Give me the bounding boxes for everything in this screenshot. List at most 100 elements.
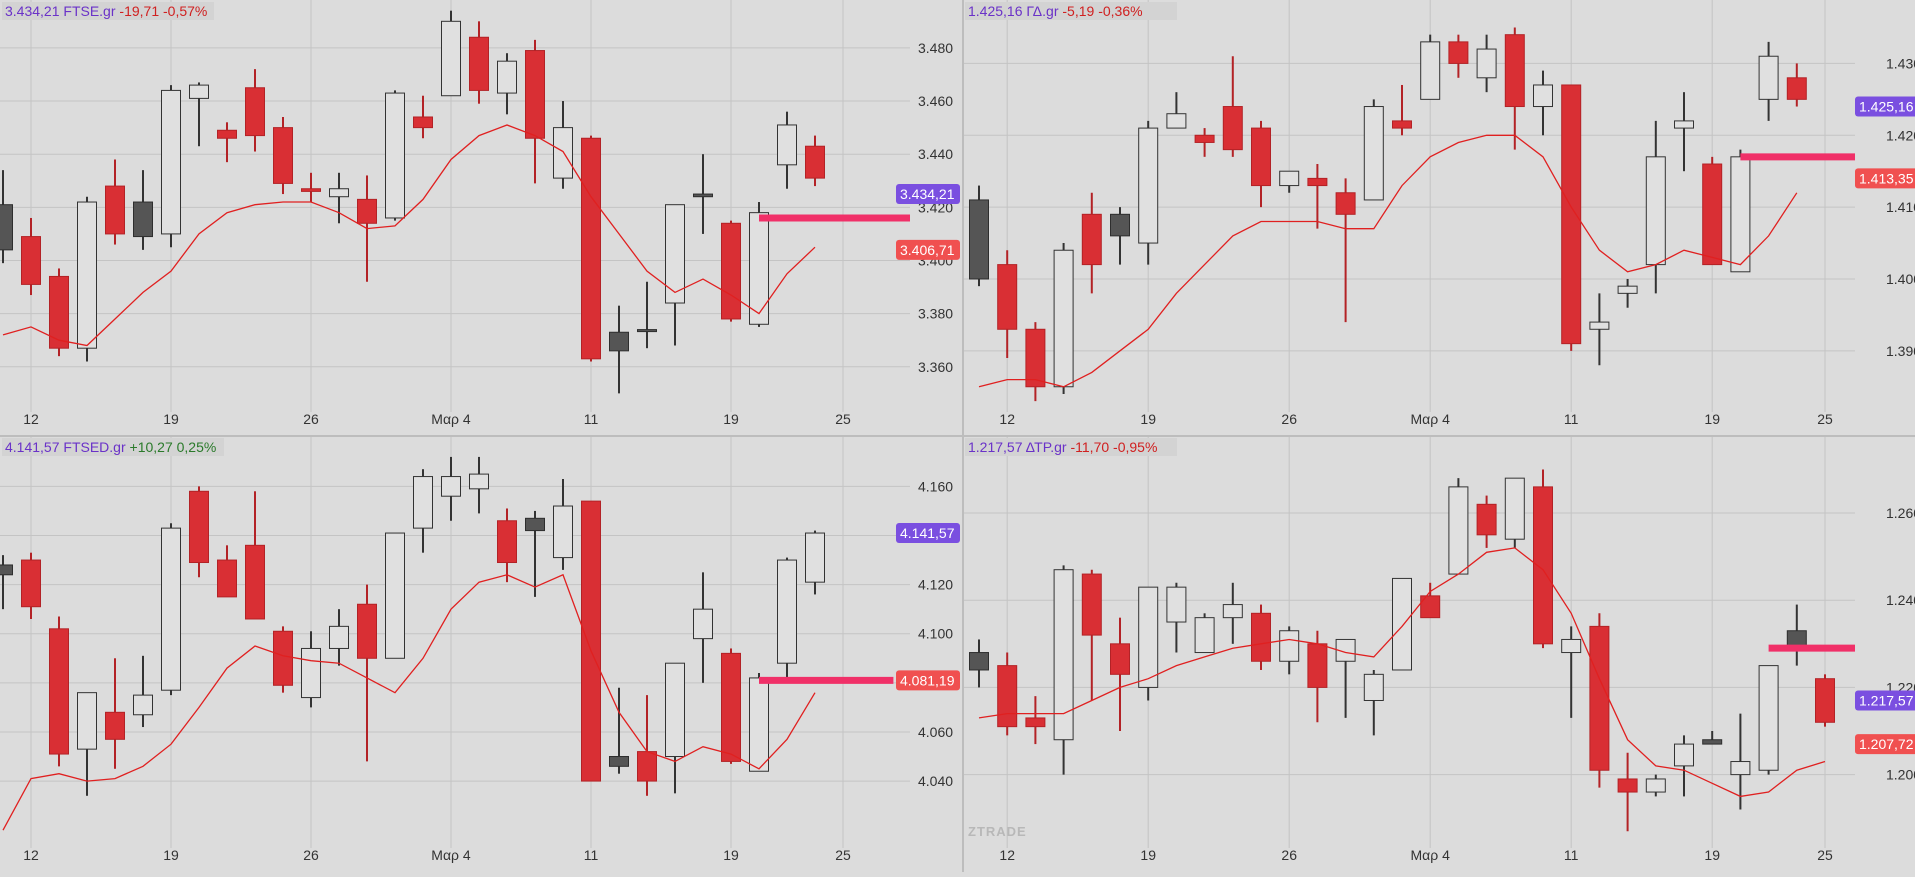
candle — [1590, 613, 1609, 787]
candle-body — [666, 663, 685, 756]
y-tick-label: 1.390 — [1886, 343, 1915, 359]
candle-body — [1280, 171, 1299, 185]
x-tick-label: 25 — [1817, 847, 1833, 863]
x-tick-label: 19 — [1140, 411, 1156, 427]
x-tick-label: 26 — [303, 847, 319, 863]
candle-body — [302, 189, 321, 192]
chart-panel-2: 1.3901.4001.4101.4201.430121926Μαρ 41119… — [963, 0, 1915, 436]
candle-body — [1336, 193, 1355, 215]
candle-body — [1252, 128, 1271, 185]
header-text: 1.425,16 ΓΔ.gr -5,19 -0,36% — [968, 3, 1143, 19]
candle-body — [386, 93, 405, 218]
candle-body — [1393, 578, 1412, 670]
reference-label: 1.413,35 — [1855, 168, 1915, 188]
candle-body — [638, 752, 657, 781]
candle — [1534, 469, 1553, 648]
x-tick-label: 25 — [835, 847, 851, 863]
candle-body — [1111, 644, 1130, 675]
x-tick-label: 11 — [1564, 847, 1579, 863]
candle-body — [106, 712, 125, 739]
chart-panel-3: 4.0404.0604.0804.1004.1204.1404.16012192… — [0, 436, 963, 872]
candle — [1054, 243, 1073, 394]
header-value: 1.425,16 ΓΔ.gr — [968, 3, 1062, 19]
candle-body — [1646, 157, 1665, 265]
candle-body — [1477, 49, 1496, 78]
x-tick-label: 11 — [1564, 411, 1579, 427]
x-tick-label: 19 — [1140, 847, 1156, 863]
candle-body — [638, 330, 657, 332]
y-tick-label: 4.060 — [918, 724, 953, 740]
label-text: 3.434,21 — [900, 186, 955, 202]
y-tick-label: 3.360 — [918, 359, 953, 375]
candle-body — [1195, 135, 1214, 142]
candle-body — [1703, 164, 1722, 265]
candle — [162, 85, 181, 247]
candle — [1139, 587, 1158, 700]
y-tick-label: 3.460 — [918, 93, 953, 109]
candle-body — [498, 521, 517, 563]
candle-body — [1280, 631, 1299, 662]
candle — [1731, 150, 1750, 272]
candle-body — [610, 332, 629, 351]
candle-body — [190, 491, 209, 562]
candle-body — [190, 85, 209, 98]
panel-header: 3.434,21 FTSE.gr -19,71 -0,57% — [2, 2, 214, 20]
candle — [50, 617, 69, 767]
price-label: 1.425,16 — [1855, 97, 1915, 117]
candle-body — [1505, 478, 1524, 539]
candle — [970, 186, 989, 287]
panel-header: 1.425,16 ΓΔ.gr -5,19 -0,36% — [965, 2, 1177, 20]
panel-header: 4.141,57 FTSED.gr +10,27 0,25% — [2, 438, 224, 456]
candle-body — [386, 533, 405, 658]
header-value: 4.141,57 FTSED.gr — [5, 439, 130, 455]
x-tick-label: 12 — [999, 411, 1015, 427]
candle-body — [1646, 779, 1665, 792]
header-change: +10,27 0,25% — [130, 439, 217, 455]
candle-body — [78, 693, 97, 749]
candle-body — [414, 117, 433, 128]
chart-panel-4: 1.2001.2201.2401.260121926Μαρ 41119251.2… — [963, 436, 1915, 872]
candle-body — [1167, 114, 1186, 128]
x-tick-label: 19 — [163, 411, 179, 427]
candle-body — [1026, 718, 1045, 727]
label-text: 1.425,16 — [1859, 99, 1914, 115]
label-text: 3.406,71 — [900, 242, 955, 258]
candle-body — [1082, 574, 1101, 635]
label-text: 1.207,72 — [1859, 736, 1914, 752]
x-tick-label: 12 — [999, 847, 1015, 863]
candle-body — [1111, 214, 1130, 236]
candle — [78, 197, 97, 362]
candle-body — [162, 90, 181, 234]
candle — [722, 648, 741, 763]
candle-body — [246, 545, 265, 619]
candle-body — [22, 560, 41, 607]
y-tick-label: 3.440 — [918, 146, 953, 162]
candle-body — [1675, 121, 1694, 128]
y-tick-label: 1.430 — [1886, 55, 1915, 71]
candle-body — [1223, 605, 1242, 618]
candle-body — [998, 666, 1017, 727]
candle-body — [218, 130, 237, 138]
y-tick-label: 3.380 — [918, 306, 953, 322]
candle-body — [1703, 740, 1722, 744]
x-tick-label: 19 — [723, 847, 739, 863]
candle — [1252, 605, 1271, 670]
header-text: 4.141,57 FTSED.gr +10,27 0,25% — [5, 439, 216, 455]
panel-background — [963, 436, 1915, 872]
reference-label: 3.406,71 — [896, 240, 960, 260]
x-tick-label: 19 — [163, 847, 179, 863]
candle-body — [358, 604, 377, 658]
candle-body — [1759, 666, 1778, 771]
x-tick-label: Μαρ 4 — [1410, 411, 1450, 427]
candle-body — [0, 205, 13, 250]
header-value: 3.434,21 FTSE.gr — [5, 3, 119, 19]
candle — [50, 268, 69, 356]
candle-body — [1308, 644, 1327, 688]
header-text: 1.217,57 ΔΤΡ.gr -11,70 -0,95% — [968, 439, 1157, 455]
candle-body — [806, 146, 825, 178]
candle — [386, 533, 405, 658]
candle — [442, 11, 461, 96]
candle-body — [582, 138, 601, 359]
